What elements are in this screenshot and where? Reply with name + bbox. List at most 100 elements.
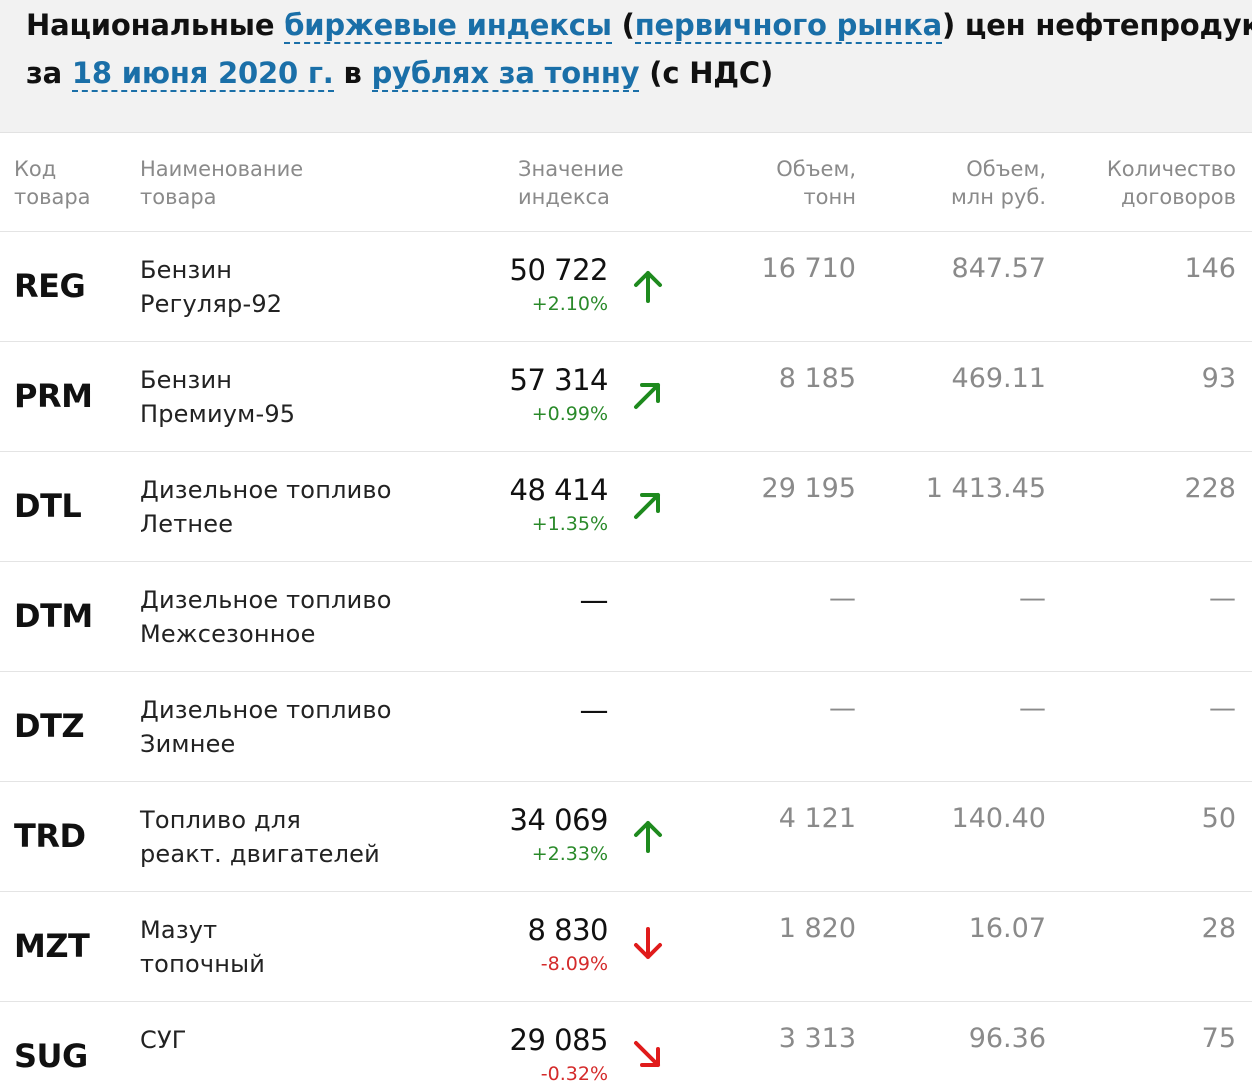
volume-tons: 29 195	[761, 473, 856, 504]
volume-tons: 16 710	[761, 253, 856, 284]
row-divider	[0, 451, 1252, 452]
contracts-count: 50	[1201, 803, 1236, 834]
unit-selector-link[interactable]: рублях за тонну	[371, 56, 640, 92]
table-row[interactable]: TRD Топливо для реакт. двигателей 34 069 +2.…	[0, 781, 1252, 891]
contracts-count: 93	[1201, 363, 1236, 394]
header-text: Национальные	[26, 8, 285, 42]
header-text: за	[26, 56, 72, 90]
page-header: Национальные биржевые индексы (первичног…	[0, 0, 1252, 133]
product-code: REG	[14, 267, 86, 305]
volume-tons: —	[829, 693, 856, 724]
product-name-line-2: топочный	[140, 950, 266, 978]
product-name: Дизельное топливо Зимнее	[140, 693, 392, 761]
product-code: DTM	[14, 597, 93, 635]
product-code: DTZ	[14, 707, 85, 745]
volume-rub: 140.40	[951, 803, 1046, 834]
contracts-count: 228	[1184, 473, 1236, 504]
col-header-contracts: Количество договоров	[1107, 155, 1236, 211]
col-header-text: Количество	[1106, 157, 1236, 181]
product-name: Бензин Премиум-95	[140, 363, 295, 431]
row-divider	[0, 341, 1252, 342]
index-change: +2.10%	[531, 293, 608, 315]
arrow-up-right-icon	[634, 493, 660, 519]
table-row[interactable]: DTM Дизельное топливо Межсезонное — — — —	[0, 561, 1252, 671]
product-code: DTL	[14, 487, 82, 525]
contracts-count: —	[1209, 583, 1236, 614]
volume-tons: 8 185	[778, 363, 856, 394]
volume-rub: 847.57	[951, 253, 1046, 284]
col-header-text: договоров	[1120, 185, 1236, 209]
index-change: -0.32%	[540, 1063, 608, 1082]
header-title-line-2: за 18 июня 2020 г. в рублях за тонну (с …	[26, 56, 774, 92]
row-divider	[0, 671, 1252, 672]
product-name-line-1: Дизельное топливо	[140, 476, 392, 504]
product-name-line-2: реакт. двигателей	[140, 840, 380, 868]
arrow-up-icon	[634, 821, 662, 853]
table-row[interactable]: MZT Мазут топочный 8 830 -8.09% 1 820 16.07 28	[0, 891, 1252, 1001]
arrow-down-icon	[634, 927, 662, 959]
row-divider	[0, 1001, 1252, 1002]
col-header-volume-rub: Объем, млн руб.	[951, 155, 1046, 211]
index-value: 8 830	[527, 913, 608, 947]
col-header-volume-tons: Объем, тонн	[776, 155, 856, 211]
product-name-line-1: СУГ	[140, 1026, 187, 1054]
header-text: (	[611, 8, 635, 42]
product-code: TRD	[14, 817, 86, 855]
table-row[interactable]: PRM Бензин Премиум-95 57 314 +0.99% 8 185 469.…	[0, 341, 1252, 451]
header-text: (с НДС)	[639, 56, 774, 90]
arrow-up-right-icon	[634, 383, 660, 409]
product-name-line-1: Топливо для	[140, 806, 302, 834]
product-name: Топливо для реакт. двигателей	[140, 803, 380, 871]
contracts-count: 28	[1201, 913, 1236, 944]
volume-rub: 96.36	[968, 1023, 1046, 1054]
col-header-text: Код	[14, 157, 57, 181]
volume-tons: 4 121	[778, 803, 856, 834]
index-change: +2.33%	[531, 843, 608, 865]
primary-market-link[interactable]: первичного рынка	[634, 8, 942, 44]
table-row[interactable]: REG Бензин Регуляр-92 50 722 +2.10% 16 710 847…	[0, 231, 1252, 341]
product-name: Бензин Регуляр-92	[140, 253, 282, 321]
contracts-count: 146	[1184, 253, 1236, 284]
table-row[interactable]: DTL Дизельное топливо Летнее 48 414 +1.35% 29…	[0, 451, 1252, 561]
date-selector-link[interactable]: 18 июня 2020 г.	[71, 56, 334, 92]
contracts-count: 75	[1201, 1023, 1236, 1054]
row-divider	[0, 561, 1252, 562]
product-name: Дизельное топливо Летнее	[140, 473, 392, 541]
index-change: -8.09%	[540, 953, 608, 975]
index-change: +0.99%	[531, 403, 608, 425]
product-name: СУГ	[140, 1023, 187, 1057]
product-name-line-2: Летнее	[140, 510, 234, 538]
arrow-down-right-icon	[634, 1041, 660, 1067]
index-value: 34 069	[509, 803, 609, 837]
col-header-code: Код товара	[14, 155, 91, 211]
exchange-indices-link[interactable]: биржевые индексы	[284, 8, 612, 44]
col-header-index: Значение индекса	[518, 155, 624, 211]
col-header-text: Значение	[518, 157, 624, 181]
product-name-line-2: Межсезонное	[140, 620, 316, 648]
index-change: +1.35%	[531, 513, 608, 535]
col-header-text: тонн	[803, 185, 856, 209]
product-name-line-1: Бензин	[140, 366, 233, 394]
table-row[interactable]: DTZ Дизельное топливо Зимнее — — — —	[0, 671, 1252, 781]
header-text: в	[333, 56, 372, 90]
index-value: —	[579, 693, 609, 727]
product-name-line-1: Мазут	[140, 916, 218, 944]
index-value: 29 085	[509, 1023, 609, 1057]
col-header-text: товара	[140, 185, 217, 209]
product-name: Дизельное топливо Межсезонное	[140, 583, 392, 651]
col-header-text: товара	[14, 185, 91, 209]
table-row[interactable]: SUG СУГ 29 085 -0.32% 3 313 96.36 75	[0, 1001, 1252, 1082]
row-divider	[0, 231, 1252, 232]
header-title-line-1: Национальные биржевые индексы (первичног…	[26, 8, 1252, 44]
product-name: Мазут топочный	[140, 913, 265, 981]
volume-rub: 16.07	[968, 913, 1046, 944]
volume-tons: —	[829, 583, 856, 614]
row-divider	[0, 781, 1252, 782]
index-value: 50 722	[509, 253, 609, 287]
index-value: 57 314	[509, 363, 609, 397]
arrow-up-icon	[634, 271, 662, 303]
product-name-line-2: Регуляр-92	[140, 290, 283, 318]
volume-tons: 1 820	[778, 913, 856, 944]
index-value: —	[579, 583, 609, 617]
